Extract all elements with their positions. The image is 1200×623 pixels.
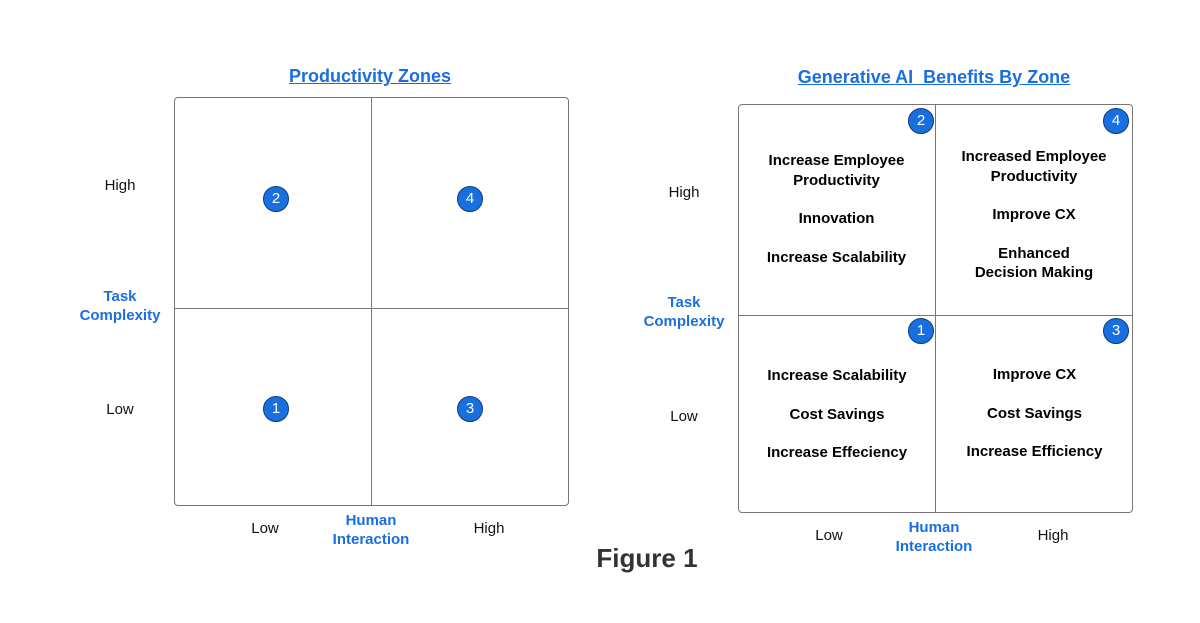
right-quadrant-grid: 2 4 1 3 Increase Employee Productivity I… <box>738 104 1133 513</box>
zone-4-benefits: Increased Employee Productivity Improve … <box>944 147 1124 302</box>
benefit-item: Enhanced Decision Making <box>974 244 1094 282</box>
vertical-divider <box>371 98 372 505</box>
benefit-item: Cost Savings <box>789 405 885 423</box>
figure-caption: Figure 1 <box>596 543 698 573</box>
benefit-item: Increase Scalability <box>766 248 907 266</box>
benefit-item: Improve CX <box>992 366 1077 383</box>
zone-2-badge: 2 <box>908 108 934 134</box>
right-y-low: Low <box>670 408 698 425</box>
benefit-item: Improve CX <box>992 206 1076 223</box>
benefit-item: Increased Employee Productivity <box>961 148 1107 185</box>
zone-4-badge: 4 <box>1103 108 1129 134</box>
vertical-divider <box>935 105 936 512</box>
left-x-axis-label: Human Interaction <box>332 512 410 548</box>
zone-3-badge: 3 <box>457 396 483 422</box>
left-y-high: High <box>104 177 136 194</box>
right-y-high: High <box>668 184 700 201</box>
left-quadrant-grid: 2 4 1 3 <box>174 97 569 506</box>
zone-1-badge: 1 <box>908 318 934 344</box>
left-x-low: Low <box>251 520 279 537</box>
right-x-high: High <box>1037 527 1069 544</box>
zone-1-benefits: Increase Scalability Cost Savings Increa… <box>739 366 935 482</box>
benefit-item: Increase Effeciency <box>766 444 908 461</box>
zone-2-benefits: Increase Employee Productivity Innovatio… <box>749 151 924 286</box>
left-title: Productivity Zones <box>288 66 452 86</box>
right-y-axis-label: Task Complexity <box>643 294 725 330</box>
horizontal-divider <box>175 308 568 309</box>
zone-1-badge: 1 <box>263 396 289 422</box>
benefit-item: Increase Employee Productivity <box>768 152 905 189</box>
zone-2-badge: 2 <box>263 186 289 212</box>
right-title: Generative AI Benefits By Zone <box>797 67 1071 87</box>
benefit-item: Increase Scalability <box>767 367 907 384</box>
benefit-item: Innovation <box>798 210 875 227</box>
left-y-low: Low <box>106 401 134 418</box>
zone-3-badge: 3 <box>1103 318 1129 344</box>
zone-3-benefits: Improve CX Cost Savings Increase Efficie… <box>936 365 1133 481</box>
benefit-item: Cost Savings <box>986 404 1083 422</box>
left-y-axis-label: Task Complexity <box>79 288 161 324</box>
right-x-axis-label: Human Interaction <box>895 519 973 555</box>
left-x-high: High <box>473 520 505 537</box>
horizontal-divider <box>739 315 1132 316</box>
right-x-low: Low <box>815 527 843 544</box>
benefit-item: Increase Efficiency <box>966 443 1103 460</box>
zone-4-badge: 4 <box>457 186 483 212</box>
